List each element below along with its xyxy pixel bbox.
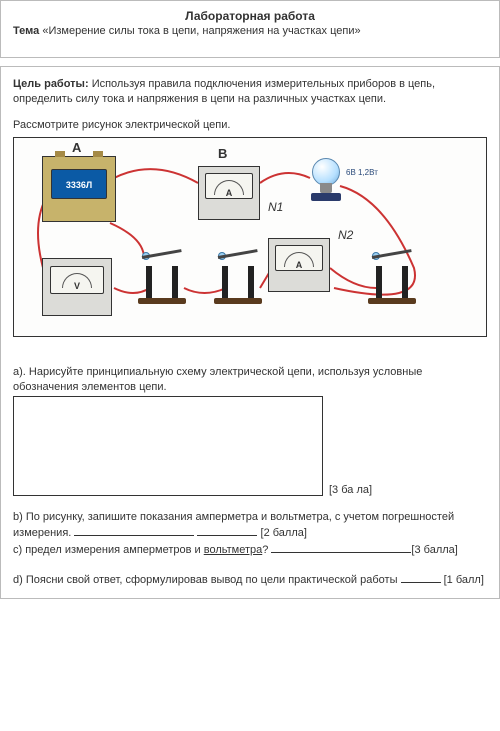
task-a-row: [3 ба ла]: [13, 394, 487, 496]
task-c-score: [3 балла]: [411, 544, 457, 556]
blank-b1: [74, 526, 194, 536]
circuit-diagram: A B N1 N2 3336Л A A V: [13, 137, 487, 337]
bulb-spec: 6В 1,2Вт: [346, 168, 378, 177]
task-a: a). Нарисуйте принципиальную схему элект…: [13, 365, 487, 395]
task-c-text: c) предел измерения амперметров и: [13, 544, 204, 556]
blank-b2: [197, 526, 257, 536]
blank-c: [271, 543, 411, 553]
goal-paragraph: Цель работы: Используя правила подключен…: [13, 77, 487, 107]
voltmeter: V: [42, 258, 112, 316]
answer-box-a: [13, 396, 323, 496]
blank-d: [401, 573, 441, 583]
task-c: c) предел измерения амперметров и вольтм…: [13, 543, 487, 558]
task-d: d) Поясни свой ответ, сформулировав выво…: [13, 573, 487, 588]
ammeter-letter: A: [226, 188, 233, 198]
label-n2: N2: [338, 228, 353, 242]
ammeter-letter-2: A: [296, 260, 303, 270]
content-box: Цель работы: Используя правила подключен…: [0, 66, 500, 599]
ammeter-n2: A: [268, 238, 330, 292]
bulb-large: [312, 158, 340, 186]
switch-2: [218, 250, 258, 300]
task-d-text: d) Поясни свой ответ, сформулировав выво…: [13, 574, 397, 586]
voltmeter-word: вольтметра: [204, 544, 263, 556]
battery-device: 3336Л: [42, 156, 116, 222]
switch-1: [142, 250, 182, 300]
battery-face: 3336Л: [51, 169, 107, 199]
voltmeter-letter: V: [74, 281, 80, 291]
task-b: b) По рисунку, запишите показания амперм…: [13, 510, 487, 541]
figure-caption: Рассмотрите рисунок электрической цепи.: [13, 119, 487, 131]
theme-text: «Измерение силы тока в цепи, напряжения …: [42, 25, 360, 37]
theme-line: Тема «Измерение силы тока в цепи, напряж…: [13, 25, 487, 37]
label-b: B: [218, 146, 227, 161]
header-box: Лабораторная работа Тема «Измерение силы…: [0, 0, 500, 58]
lab-title: Лабораторная работа: [13, 9, 487, 23]
task-a-text: a). Нарисуйте принципиальную схему элект…: [13, 366, 422, 393]
theme-label: Тема: [13, 25, 39, 37]
task-c-q: ?: [262, 544, 268, 556]
ammeter-n1: A: [198, 166, 260, 220]
task-a-score: [3 ба ла]: [329, 484, 372, 496]
switch-3: [372, 250, 412, 300]
task-b-score: [2 балла]: [261, 527, 307, 539]
goal-label: Цель работы:: [13, 78, 89, 90]
label-n1: N1: [268, 200, 283, 214]
label-a: A: [72, 140, 81, 155]
task-d-score: [1 балл]: [444, 574, 484, 586]
